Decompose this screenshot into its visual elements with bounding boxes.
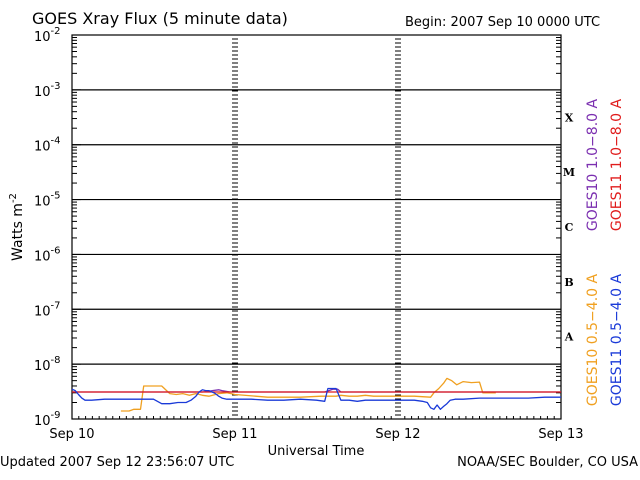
legend-goes10-long: GOES10 1.0−8.0 A [585,99,601,232]
flare-class-label: X [565,111,574,124]
y-tick-label: 10-7 [34,300,61,319]
flare-class-label: A [564,331,574,344]
legend-goes11-short: GOES11 0.5−4.0 A [609,274,625,407]
flare-class-label: B [564,276,573,289]
x-tick-label: Sep 10 [49,427,94,442]
flare-class-label: M [563,166,575,179]
plot-frame [71,34,562,420]
begin-label: Begin: 2007 Sep 10 0000 UTC [405,15,600,30]
x-tick-label: Sep 13 [538,427,583,442]
series-line [120,377,496,412]
legend-goes10-short: GOES10 0.5−4.0 A [585,274,601,407]
x-tick-label: Sep 12 [375,427,420,442]
flare-class-label: C [565,221,574,234]
source-label: NOAA/SEC Boulder, CO USA [457,455,638,470]
x-tick-label: Sep 11 [212,427,257,442]
y-tick-label: 10-5 [34,191,61,210]
series-line [71,387,561,410]
y-tick-label: 10-6 [34,245,61,264]
y-tick-label: 10-8 [34,355,61,374]
chart-title: GOES Xray Flux (5 minute data) [32,9,288,28]
y-tick-label: 10-2 [34,26,61,45]
y-axis-label: Watts m-2 [8,193,26,261]
x-axis-label: Universal Time [268,444,365,459]
y-tick-label: 10-4 [34,136,61,155]
legend-goes11-long: GOES11 1.0−8.0 A [609,99,625,232]
y-tick-label: 10-9 [34,410,61,429]
y-tick-label: 10-3 [34,81,61,100]
updated-label: Updated 2007 Sep 12 23:56:07 UTC [0,455,234,470]
